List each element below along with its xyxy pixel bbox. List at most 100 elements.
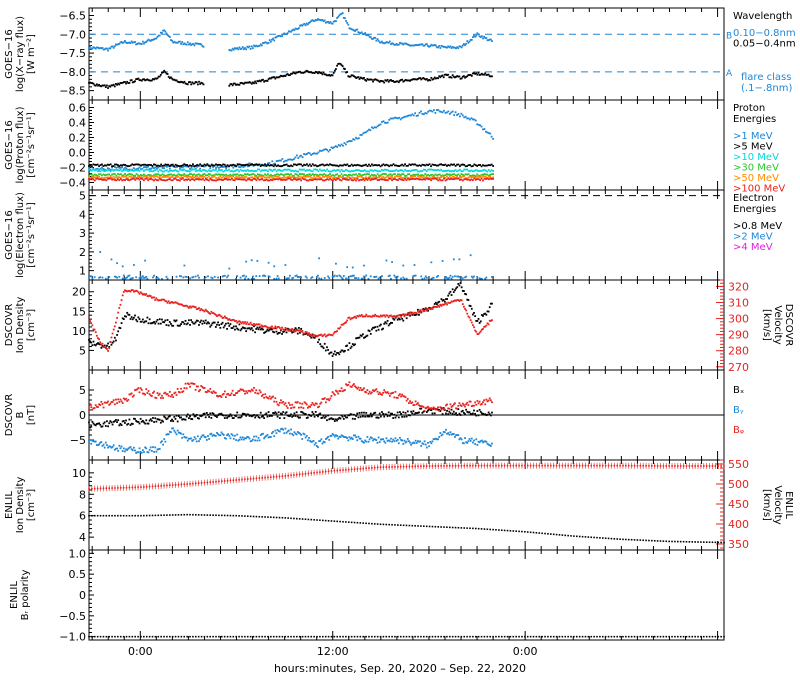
data-point xyxy=(381,40,383,43)
data-point xyxy=(110,446,113,449)
data-point xyxy=(112,175,115,178)
data-point xyxy=(128,290,131,292)
data-point xyxy=(399,176,402,178)
data-point xyxy=(106,401,108,404)
data-point xyxy=(424,407,427,409)
data-point xyxy=(294,156,297,159)
data-point xyxy=(164,179,167,182)
data-point xyxy=(434,164,437,166)
data-point xyxy=(456,170,458,173)
data-point xyxy=(135,420,138,422)
data-point xyxy=(404,313,407,316)
data-point xyxy=(109,85,112,88)
legend-footer: flare class xyxy=(741,72,791,83)
data-point xyxy=(245,48,248,51)
data-point xyxy=(171,394,173,396)
data-point xyxy=(333,435,336,438)
data-point xyxy=(100,343,103,346)
data-point xyxy=(98,343,101,346)
data-point xyxy=(180,275,182,278)
data-point xyxy=(391,80,393,82)
data-point xyxy=(333,350,336,353)
data-point xyxy=(435,109,438,111)
data-point xyxy=(451,170,454,172)
data-point xyxy=(473,176,476,179)
data-point xyxy=(324,415,327,418)
data-point xyxy=(212,168,215,171)
data-point xyxy=(184,165,187,168)
data-point xyxy=(408,177,411,180)
data-point xyxy=(176,164,178,167)
data-point xyxy=(367,277,370,280)
data-point xyxy=(365,163,367,166)
data-point xyxy=(263,274,266,277)
data-point xyxy=(183,304,186,307)
data-point xyxy=(355,386,358,389)
data-point xyxy=(334,176,337,179)
y-tick-label: 2 xyxy=(79,246,86,259)
data-point xyxy=(447,294,450,297)
data-point xyxy=(292,331,295,333)
data-point xyxy=(395,175,398,178)
data-point xyxy=(293,163,295,166)
data-point xyxy=(125,169,128,171)
data-point xyxy=(129,164,132,167)
data-point xyxy=(343,142,346,144)
data-point xyxy=(491,319,493,322)
data-point xyxy=(121,420,124,423)
data-point xyxy=(284,412,287,415)
data-point xyxy=(417,175,419,178)
data-point xyxy=(99,47,102,49)
data-point xyxy=(188,81,190,84)
data-point xyxy=(219,178,222,181)
data-point xyxy=(461,179,464,182)
data-point xyxy=(347,316,350,319)
data-point xyxy=(487,169,490,171)
data-point xyxy=(375,416,378,419)
data-point xyxy=(489,132,492,135)
data-point xyxy=(458,168,461,171)
data-point xyxy=(198,390,200,393)
data-point xyxy=(333,420,336,422)
data-point xyxy=(391,170,393,173)
data-point xyxy=(373,174,376,176)
data-point xyxy=(249,173,252,176)
data-point xyxy=(278,176,281,179)
data-point xyxy=(194,170,197,173)
data-point xyxy=(471,179,474,182)
data-point xyxy=(217,178,220,181)
data-point xyxy=(128,179,131,182)
data-point xyxy=(189,277,191,280)
data-point xyxy=(199,309,202,312)
data-point xyxy=(298,155,301,158)
data-point xyxy=(441,179,444,182)
data-point xyxy=(451,178,454,181)
series-goes-proton-2 xyxy=(88,168,494,173)
data-point xyxy=(252,173,255,175)
data-point xyxy=(381,176,383,179)
data-point xyxy=(235,83,237,86)
data-point xyxy=(326,175,329,177)
data-point xyxy=(317,341,319,344)
data-point xyxy=(331,391,334,393)
data-point xyxy=(181,174,184,177)
data-point xyxy=(365,411,368,414)
data-point xyxy=(196,164,199,166)
data-point xyxy=(447,73,450,76)
data-point xyxy=(349,170,352,173)
data-point xyxy=(290,158,292,161)
data-point xyxy=(377,393,380,396)
data-point xyxy=(370,328,373,331)
data-point xyxy=(467,173,470,176)
data-point xyxy=(220,412,223,415)
data-point xyxy=(254,391,257,394)
data-point xyxy=(317,72,319,75)
data-point xyxy=(401,415,404,418)
data-point xyxy=(190,169,193,171)
data-point xyxy=(294,163,297,166)
data-point xyxy=(466,177,469,180)
data-point xyxy=(89,45,92,48)
data-point xyxy=(100,85,103,88)
data-point xyxy=(314,164,317,167)
data-point xyxy=(153,163,155,166)
